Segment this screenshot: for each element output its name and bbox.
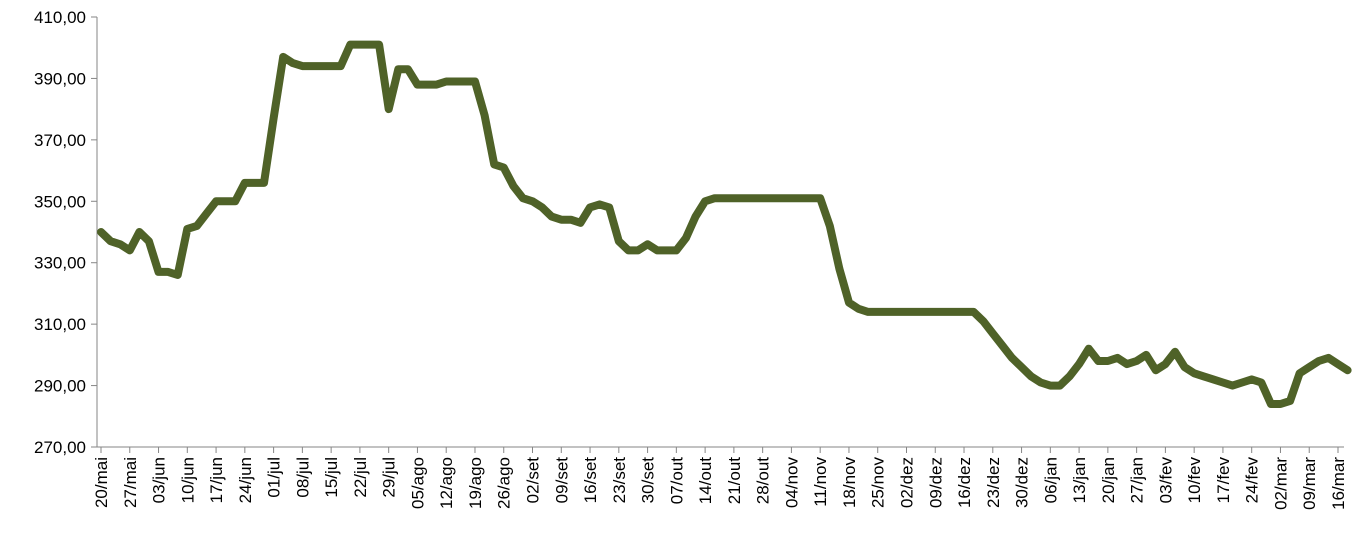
x-tick-label: 16/mar [1329,457,1348,510]
x-tick-label: 29/jul [380,457,399,498]
x-tick-label: 26/ago [495,457,514,509]
x-tick-label: 10/jun [178,457,197,503]
x-tick-label: 19/ago [466,457,485,509]
x-tick-label: 09/mar [1300,457,1319,510]
x-tick-label: 27/mai [121,457,140,508]
y-tick-label: 370,00 [34,131,86,150]
x-tick-label: 09/set [552,457,571,504]
y-tick-label: 270,00 [34,438,86,457]
x-tick-label: 01/jul [265,457,284,498]
x-tick-label: 10/fev [1185,457,1204,504]
x-tick-label: 18/nov [840,457,859,509]
x-tick-label: 30/dez [1013,457,1032,508]
x-tick-label: 20/jan [1099,457,1118,503]
y-tick-label: 310,00 [34,315,86,334]
x-tick-label: 30/set [639,457,658,504]
x-tick-label: 20/mai [92,457,111,508]
data-line [97,40,1352,408]
x-tick-label: 02/set [524,457,543,504]
x-tick-label: 23/set [610,457,629,504]
y-tick-label: 350,00 [34,192,86,211]
x-tick-label: 16/set [581,457,600,504]
x-tick-label: 03/fev [1156,457,1175,504]
x-tick-label: 25/nov [869,457,888,509]
x-tick-label: 27/jan [1128,457,1147,503]
x-tick-label: 02/mar [1271,457,1290,510]
x-tick-label: 16/dez [955,457,974,508]
x-tick-label: 17/jun [207,457,226,503]
x-tick-label: 14/out [696,457,715,505]
x-tick-label: 12/ago [437,457,456,509]
x-tick-label: 15/jul [322,457,341,498]
y-tick-label: 330,00 [34,254,86,273]
x-tick-label: 08/jul [293,457,312,498]
x-tick-label: 22/jul [351,457,370,498]
x-tick-label: 02/dez [897,457,916,508]
x-tick-label: 03/jun [150,457,169,503]
x-tick-label: 17/fev [1214,457,1233,504]
x-tick-label: 09/dez [926,457,945,508]
x-tick-label: 13/jan [1070,457,1089,503]
x-tick-label: 05/ago [408,457,427,509]
x-tick-label: 24/fev [1243,457,1262,504]
y-tick-label: 290,00 [34,377,86,396]
x-tick-label: 06/jan [1041,457,1060,503]
x-tick-label: 28/out [754,457,773,505]
x-tick-label: 24/jun [236,457,255,503]
x-tick-label: 23/dez [984,457,1003,508]
x-tick-label: 21/out [725,457,744,505]
x-tick-label: 11/nov [811,457,830,507]
y-tick-label: 390,00 [34,69,86,88]
x-tick-label: 04/nov [782,457,801,509]
y-tick-label: 410,00 [34,8,86,27]
x-tick-label: 07/out [667,457,686,505]
